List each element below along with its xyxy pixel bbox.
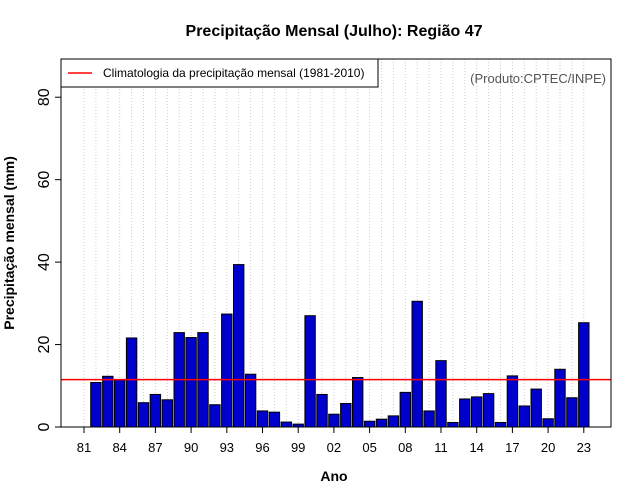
y-tick-label: 60 — [36, 171, 53, 189]
x-tick-label: 87 — [148, 440, 162, 455]
bar-2003 — [340, 403, 352, 428]
y-tick-label: 40 — [36, 253, 53, 271]
bar-1998 — [280, 421, 293, 428]
bar-2017 — [506, 375, 519, 428]
x-tick-label: 93 — [220, 440, 234, 455]
x-tick-label: 99 — [291, 440, 305, 455]
bar-1982 — [90, 381, 102, 428]
bar-1992 — [209, 404, 221, 428]
bar-2020 — [542, 418, 554, 428]
x-tick-label: 23 — [577, 440, 591, 455]
bar-2018 — [518, 405, 530, 428]
bar-2012 — [447, 421, 459, 428]
source-annotation: (Produto:CPTEC/INPE) — [470, 71, 606, 86]
bar-2005 — [363, 420, 376, 428]
bar-2022 — [566, 397, 578, 428]
bar-1995 — [244, 373, 257, 428]
bars-group — [90, 264, 590, 428]
bar-2015 — [482, 393, 495, 428]
legend-label: Climatologia da precipitação mensal (198… — [103, 66, 364, 80]
bar-2021 — [554, 368, 566, 428]
x-tick-label: 20 — [541, 440, 555, 455]
grid-lines — [83, 59, 585, 427]
x-tick-label: 17 — [505, 440, 519, 455]
x-tick-label: 05 — [362, 440, 376, 455]
bar-2014 — [471, 396, 483, 428]
bar-2008 — [399, 391, 412, 428]
bar-2002 — [328, 413, 340, 428]
bar-1986 — [137, 402, 150, 428]
legend: Climatologia da precipitação mensal (198… — [60, 58, 379, 88]
bar-2009 — [411, 300, 423, 428]
x-tick-label: 96 — [255, 440, 269, 455]
x-tick-label: 90 — [184, 440, 198, 455]
bar-2004 — [352, 377, 364, 428]
bar-1985 — [125, 337, 138, 428]
bar-1987 — [149, 393, 162, 428]
bar-1993 — [221, 313, 233, 428]
bar-1990 — [185, 337, 197, 428]
x-tick-label: 84 — [112, 440, 126, 455]
chart-title: Precipitação Mensal (Julho): Região 47 — [186, 23, 483, 40]
bar-2000 — [304, 315, 316, 428]
y-tick-label: 80 — [36, 88, 53, 106]
x-tick-label: 02 — [327, 440, 341, 455]
bar-2001 — [316, 393, 328, 428]
x-axis-label: Ano — [320, 468, 347, 484]
x-tick-label: 81 — [77, 440, 91, 455]
x-tick-label: 11 — [434, 440, 448, 455]
legend-box — [60, 58, 379, 88]
bar-2019 — [530, 388, 542, 428]
bar-2013 — [459, 398, 471, 428]
bar-2011 — [435, 360, 447, 428]
bar-1994 — [233, 264, 245, 428]
y-axis: 0 20 40 60 80 — [36, 88, 61, 431]
bar-2007 — [387, 415, 400, 428]
bar-2023 — [578, 322, 590, 428]
bar-1988 — [161, 399, 174, 428]
bar-1983 — [102, 375, 114, 428]
bar-2010 — [423, 410, 435, 428]
bar-1997 — [268, 411, 281, 428]
bar-2006 — [375, 418, 388, 428]
y-axis-label: Precipitação mensal (mm) — [1, 156, 17, 330]
y-tick-label: 20 — [36, 336, 53, 354]
x-tick-label: 08 — [398, 440, 412, 455]
bar-2016 — [494, 421, 507, 428]
x-axis: 81 84 87 90 93 96 99 02 05 08 11 14 17 20 23 — [77, 427, 591, 455]
y-tick-label: 0 — [36, 422, 53, 431]
x-tick-label: 14 — [469, 440, 483, 455]
bar-1984 — [114, 379, 126, 428]
bar-1996 — [256, 410, 269, 428]
